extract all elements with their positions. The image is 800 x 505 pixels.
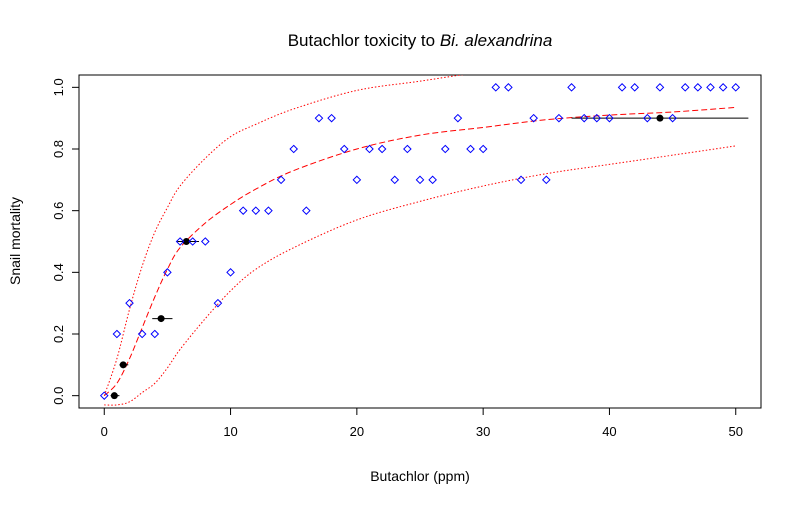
y-tick-label: 0.8 — [51, 140, 66, 158]
fit-lines — [103, 75, 736, 406]
observation-point — [478, 144, 488, 154]
y-axis-label: Snail mortality — [7, 197, 23, 285]
lower-confidence-line — [104, 145, 736, 406]
chart-title: Butachlor toxicity to Bi. alexandrina — [288, 31, 553, 50]
observation-point — [592, 113, 602, 123]
x-axis-label: Butachlor (ppm) — [370, 468, 470, 484]
observation-point — [226, 268, 235, 277]
observation-point — [403, 144, 412, 154]
observation-point — [579, 113, 589, 123]
y-tick-label: 1.0 — [51, 78, 66, 96]
observation-point — [693, 83, 703, 92]
y-tick-label: 0.4 — [51, 263, 66, 281]
binned-mean-point — [110, 392, 118, 400]
observation-point — [163, 268, 172, 277]
x-tick-label: 40 — [602, 424, 616, 439]
chart-title-species: Bi. alexandrina — [440, 31, 552, 50]
observation-point — [680, 83, 690, 92]
observation-point — [630, 83, 640, 92]
observation-point — [327, 113, 336, 123]
x-tick-label: 30 — [476, 424, 490, 439]
observation-point — [516, 175, 526, 185]
observation-point — [365, 144, 374, 154]
observation-point — [251, 206, 261, 215]
observation-point — [390, 175, 400, 185]
observation-point — [655, 83, 665, 92]
observation-point — [731, 83, 741, 92]
observation-point — [314, 113, 324, 123]
observation-point — [264, 206, 273, 215]
x-axis: 0 10 20 30 40 50 — [101, 408, 743, 439]
observation-point — [541, 175, 551, 185]
observation-point — [415, 175, 425, 185]
y-tick-label: 0.6 — [51, 202, 66, 220]
observation-point — [352, 175, 362, 185]
observation-point — [718, 83, 728, 92]
chart-title-main: Butachlor toxicity to — [288, 31, 440, 50]
observation-point — [302, 206, 311, 215]
observation-point — [466, 144, 475, 154]
x-tick-label: 20 — [350, 424, 364, 439]
observation-point — [428, 175, 437, 185]
observation-point — [504, 83, 513, 92]
observation-point — [200, 237, 210, 246]
observation-point — [706, 83, 715, 92]
y-axis: 0.0 0.2 0.4 0.6 0.8 1.0 — [51, 78, 79, 405]
observation-point — [188, 237, 197, 246]
observation-point — [643, 113, 652, 123]
observation-point — [150, 329, 160, 339]
observation-point — [339, 144, 349, 154]
observation-point — [175, 237, 185, 246]
observation-point — [440, 144, 450, 154]
observation-point — [491, 83, 501, 92]
observation-point — [238, 206, 248, 215]
observation-point — [137, 329, 147, 339]
observation-point — [617, 83, 627, 92]
observation-point — [112, 329, 122, 339]
observation-point — [605, 113, 614, 123]
observation-point — [668, 113, 677, 123]
observation-point — [276, 175, 286, 185]
observation-point — [289, 144, 299, 154]
binned-mean-point — [182, 238, 190, 245]
plot-area — [99, 75, 749, 406]
upper-confidence-line — [103, 75, 465, 396]
observation-point — [554, 113, 564, 123]
observation-point — [529, 113, 538, 123]
binned-mean-point — [119, 361, 127, 369]
fitted-curve — [103, 106, 736, 397]
observation-point — [453, 113, 463, 123]
plot-frame — [78, 74, 762, 409]
observation-point — [377, 144, 387, 154]
x-tick-label: 10 — [223, 424, 237, 439]
y-tick-label: 0.2 — [51, 325, 66, 343]
binned-mean-point — [656, 114, 664, 122]
x-tick-label: 0 — [101, 424, 108, 439]
x-tick-label: 50 — [729, 424, 743, 439]
observation-point — [99, 391, 109, 400]
y-tick-label: 0.0 — [51, 387, 66, 405]
observation-points — [99, 83, 741, 400]
observation-point — [125, 298, 134, 308]
observation-point — [213, 298, 223, 308]
observation-point — [567, 83, 576, 92]
binned-mean-point — [157, 315, 165, 323]
